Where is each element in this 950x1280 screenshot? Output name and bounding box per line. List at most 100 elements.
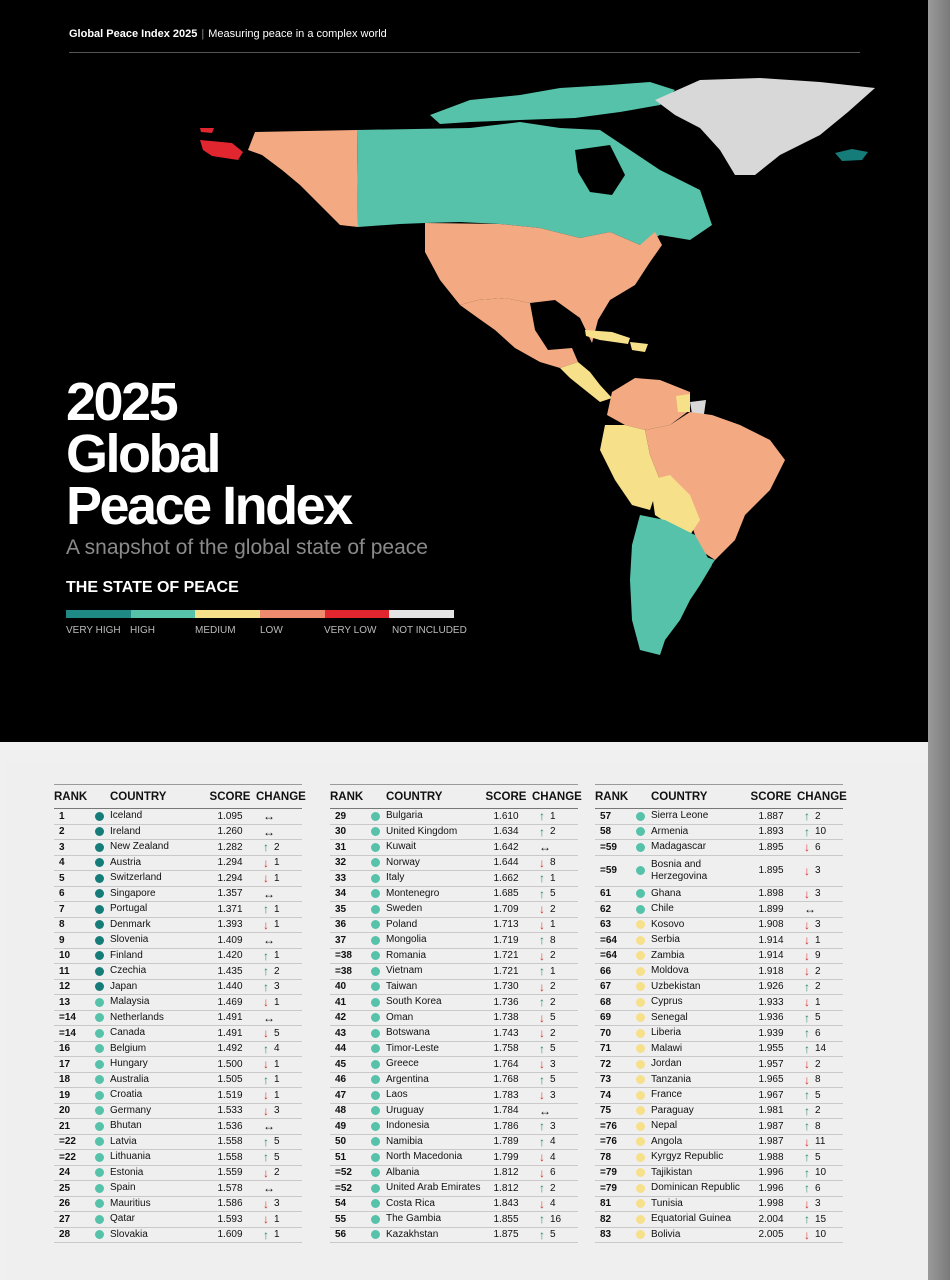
country-name: Uruguay	[386, 1104, 424, 1116]
change-cell: ↑ 2	[795, 980, 843, 994]
arrow-up-icon: ↑	[539, 871, 545, 886]
score-value: 1.967	[758, 1089, 784, 1101]
rank-value: =64	[600, 950, 617, 962]
table-row: 45 Greece 1.764 ↓ 3	[330, 1057, 578, 1073]
table-row: 82 Equatorial Guinea 2.004 ↑ 15	[595, 1212, 843, 1228]
change-cell: ↓ 4	[530, 1150, 578, 1164]
peace-level-dot	[635, 966, 645, 976]
score-value: 1.957	[758, 1058, 784, 1070]
change-cell: ↓ 6	[530, 1166, 578, 1180]
peace-level-dot	[635, 1121, 645, 1131]
change-value: 11	[815, 1136, 826, 1148]
rank-value: 82	[600, 1213, 612, 1225]
change-value: 15	[815, 1213, 827, 1225]
score-value: 1.898	[758, 888, 784, 900]
table-row: 21 Bhutan 1.536 ↔	[54, 1119, 302, 1135]
arrow-up-icon: ↑	[539, 886, 545, 901]
arrow-down-icon: ↓	[804, 1196, 810, 1211]
table-row: 57 Sierra Leone 1.887 ↑ 2	[595, 809, 843, 825]
arrow-up-icon: ↑	[804, 1212, 810, 1227]
rank-value: 8	[59, 919, 65, 931]
change-cell: ↓ 2	[795, 964, 843, 978]
change-value: 6	[815, 1027, 821, 1039]
arrow-left-right-icon: ↔	[539, 840, 551, 855]
peace-level-dot	[635, 1137, 645, 1147]
score-value: 1.491	[217, 1012, 243, 1024]
country-name: Tajikistan	[651, 1166, 693, 1178]
score-value: 1.926	[758, 981, 784, 993]
arrow-up-icon: ↑	[539, 809, 545, 824]
change-value: 4	[550, 1198, 556, 1210]
change-value: 1	[274, 919, 280, 931]
rank-value: 68	[600, 996, 612, 1008]
arrow-down-icon: ↓	[804, 1134, 810, 1149]
arrow-down-icon: ↓	[804, 933, 810, 948]
change-cell: ↓ 1	[254, 1057, 302, 1071]
change-value: 1	[274, 1089, 280, 1101]
table-row: 18 Australia 1.505 ↑ 1	[54, 1073, 302, 1088]
change-cell: ↑ 5	[530, 887, 578, 901]
rank-value: 5	[59, 872, 65, 884]
rank-value: =79	[600, 1182, 617, 1194]
table-row: 75 Paraguay 1.981 ↑ 2	[595, 1104, 843, 1119]
peace-level-dot	[94, 904, 104, 914]
legend-swatch	[324, 610, 390, 618]
peace-level-dot	[635, 889, 645, 899]
arrow-down-icon: ↓	[539, 902, 545, 917]
change-value: 2	[550, 996, 556, 1008]
country-name: Uzbekistan	[651, 980, 701, 992]
header-change: CHANGE	[797, 790, 847, 803]
rank-value: =38	[335, 950, 352, 962]
table-row: =38 Vietnam 1.721 ↑ 1	[330, 964, 578, 980]
table-row: 16 Belgium 1.492 ↑ 4	[54, 1042, 302, 1057]
subtitle: A snapshot of the global state of peace	[66, 536, 428, 559]
table-row: 49 Indonesia 1.786 ↑ 3	[330, 1119, 578, 1135]
change-value: 2	[550, 903, 556, 915]
poster: Global Peace Index 2025 | Measuring peace …	[0, 0, 928, 1280]
peace-level-dot	[635, 1183, 645, 1193]
change-cell: ↓ 1	[254, 871, 302, 885]
change-cell: ↑ 1	[254, 1073, 302, 1087]
map-region-alaska-isles	[200, 128, 214, 133]
score-value: 1.294	[217, 857, 243, 869]
rankings-panel	[5, 762, 928, 1280]
table-row: 48 Uruguay 1.784 ↔	[330, 1104, 578, 1119]
peace-level-dot	[635, 1199, 645, 1209]
score-value: 1.260	[217, 826, 243, 838]
rank-value: 21	[59, 1120, 71, 1132]
rank-value: 4	[59, 857, 65, 869]
legend-label: VERY LOW	[324, 625, 377, 636]
country-name: Vietnam	[386, 965, 423, 977]
change-value: 1	[274, 996, 280, 1008]
main-title: 2025 Global Peace Index	[66, 375, 353, 533]
country-name: Canada	[110, 1027, 146, 1039]
country-name: Norway	[386, 856, 420, 868]
peace-level-dot	[635, 811, 645, 821]
change-cell: ↑ 4	[254, 1042, 302, 1056]
score-value: 1.393	[217, 919, 243, 931]
score-value: 1.721	[493, 950, 519, 962]
change-value: 2	[550, 981, 556, 993]
change-cell: ↓ 2	[530, 980, 578, 994]
change-cell: ↓ 1	[795, 995, 843, 1009]
peace-level-dot	[94, 811, 104, 821]
score-value: 1.988	[758, 1151, 784, 1163]
change-cell: ↓ 8	[530, 856, 578, 870]
score-value: 1.981	[758, 1105, 784, 1117]
peace-level-dot	[370, 966, 380, 976]
country-name: North Macedonia	[386, 1151, 463, 1163]
peace-level-dot	[370, 920, 380, 930]
rank-value: 73	[600, 1074, 612, 1086]
table-row: 41 South Korea 1.736 ↑ 2	[330, 995, 578, 1011]
peace-level-dot	[635, 1152, 645, 1162]
change-value: 3	[274, 1198, 280, 1210]
arrow-down-icon: ↓	[263, 995, 269, 1010]
table-row: =52 Albania 1.812 ↓ 6	[330, 1166, 578, 1181]
header-line: Global Peace Index 2025 | Measuring peace …	[69, 28, 387, 40]
rank-value: =52	[335, 1182, 352, 1194]
arrow-down-icon: ↓	[804, 1227, 810, 1242]
score-value: 1.500	[217, 1058, 243, 1070]
peace-level-dot	[370, 1106, 380, 1116]
country-name: Iceland	[110, 810, 143, 822]
country-name: Netherlands	[110, 1011, 164, 1023]
